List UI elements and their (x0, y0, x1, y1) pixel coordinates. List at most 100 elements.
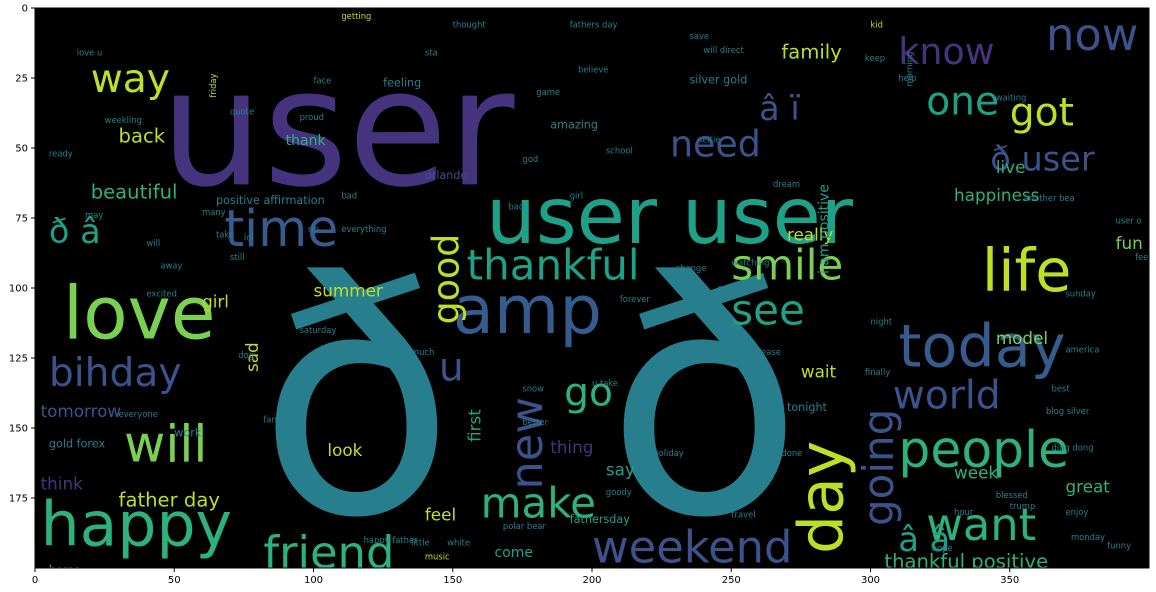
cloud-word: â â (898, 520, 950, 559)
cloud-word: kid (871, 20, 884, 30)
cloud-word: ding dong (1052, 442, 1094, 452)
cloud-word: play (286, 440, 304, 450)
cloud-word: everything (341, 224, 386, 234)
cloud-word: change (676, 263, 707, 273)
cloud-word: thought (453, 20, 487, 30)
cloud-word: go (564, 371, 613, 416)
cloud-word: ready (49, 148, 73, 158)
cloud-word: ever (717, 283, 736, 293)
cloud-word: take (216, 230, 234, 240)
cloud-word: quote (230, 106, 254, 116)
cloud-word: waiting (996, 92, 1027, 102)
cloud-word: snow (522, 384, 544, 394)
x-tick-label: 150 (443, 575, 462, 586)
cloud-word: family (781, 40, 842, 63)
cloud-word: summer (314, 280, 383, 300)
cloud-word: getting (341, 11, 371, 21)
cloud-word: amazing (550, 118, 598, 131)
cloud-word: i am positive (817, 184, 833, 274)
cloud-word: blog silver (1046, 406, 1090, 416)
cloud-word: monday (1071, 532, 1105, 542)
cloud-word: father day (119, 488, 221, 511)
cloud-word: school (606, 146, 633, 156)
y-axis: 0 25 50 75 100 125 150 175 (9, 4, 35, 505)
cloud-word: excited (146, 288, 177, 298)
cloud-word: dream (773, 179, 800, 189)
y-tick-label: 50 (15, 144, 28, 155)
cloud-word: holiday (653, 448, 684, 458)
cloud-word: weekling (105, 115, 142, 125)
cloud-word: still (230, 252, 245, 262)
cloud-word: believe (578, 64, 608, 74)
cloud-word: best (1052, 384, 1071, 394)
x-tick-label: 100 (304, 575, 323, 586)
cloud-word: great (1065, 476, 1110, 496)
cloud-word: white (447, 538, 470, 548)
x-tick-label: 250 (722, 575, 741, 586)
cloud-word: home (49, 564, 81, 577)
cloud-word: tonight (787, 401, 828, 414)
x-tick-label: 350 (1000, 575, 1019, 586)
cloud-word: god (522, 154, 538, 164)
cloud-word: ð (606, 213, 803, 588)
cloud-word: wait (801, 362, 837, 382)
y-tick-label: 100 (9, 284, 28, 295)
cloud-word: live (996, 157, 1026, 177)
y-tick-label: 175 (9, 494, 28, 505)
cloud-word: trump (1010, 501, 1036, 511)
cloud-word: sta (425, 48, 438, 58)
y-tick-label: 25 (15, 74, 28, 85)
cloud-word: blessed (996, 490, 1028, 500)
cloud-word: proud (300, 112, 324, 122)
cloud-word: week (954, 462, 998, 482)
cloud-word: will (146, 238, 160, 248)
y-tick-label: 125 (9, 354, 28, 365)
cloud-word: smile (731, 241, 843, 290)
cloud-word: â ï (759, 89, 800, 128)
cloud-word: sunday (1065, 288, 1095, 298)
cloud-word: keep (865, 53, 885, 63)
cloud-word: model (996, 328, 1048, 348)
cloud-word: nope (932, 543, 953, 553)
cloud-word: dog (238, 350, 254, 360)
cloud-word: seltie (698, 134, 721, 144)
cloud-word: music (425, 552, 450, 562)
cloud-word: need (670, 122, 761, 165)
cloud-word: ð â (49, 212, 101, 251)
y-tick-label: 150 (9, 424, 28, 435)
cloud-word: user (160, 34, 514, 223)
cloud-word: little (411, 538, 430, 548)
cloud-word: everyone (119, 409, 158, 419)
cloud-word: sad (242, 342, 262, 372)
cloud-word: done (781, 448, 802, 458)
cloud-word: will (124, 415, 207, 474)
cloud-word: orlando (425, 169, 468, 182)
y-tick-label: 75 (15, 214, 28, 225)
cloud-word: feed (1135, 252, 1154, 262)
cloud-word: better (522, 417, 548, 427)
cloud-word: people (898, 420, 1069, 479)
cloud-word: fathers day (570, 20, 618, 30)
cloud-word: morning (904, 52, 914, 87)
cloud-word: forever (620, 294, 651, 304)
x-axis: 0 50 100 150 200 250 300 350 (32, 568, 1019, 586)
cloud-word: know (898, 30, 994, 73)
cloud-word: ð (258, 213, 455, 588)
cloud-word: tomorrow (41, 401, 122, 421)
cloud-word: today (898, 311, 1065, 380)
cloud-word: much (411, 347, 434, 357)
x-tick-label: 50 (168, 575, 181, 586)
cloud-word: life (982, 236, 1072, 305)
cloud-word: come (495, 545, 534, 561)
cloud-word: fun (1116, 233, 1143, 253)
cloud-word: thankful (467, 241, 640, 290)
cloud-word: fan (263, 414, 276, 424)
cloud-word: happy (41, 489, 232, 561)
cloud-word: america (1065, 344, 1099, 354)
x-tick-label: 300 (861, 575, 880, 586)
cloud-word: travel (731, 510, 755, 520)
cloud-word: want (926, 498, 1036, 551)
cloud-word: love (63, 271, 216, 356)
cloud-word: face (314, 76, 332, 86)
